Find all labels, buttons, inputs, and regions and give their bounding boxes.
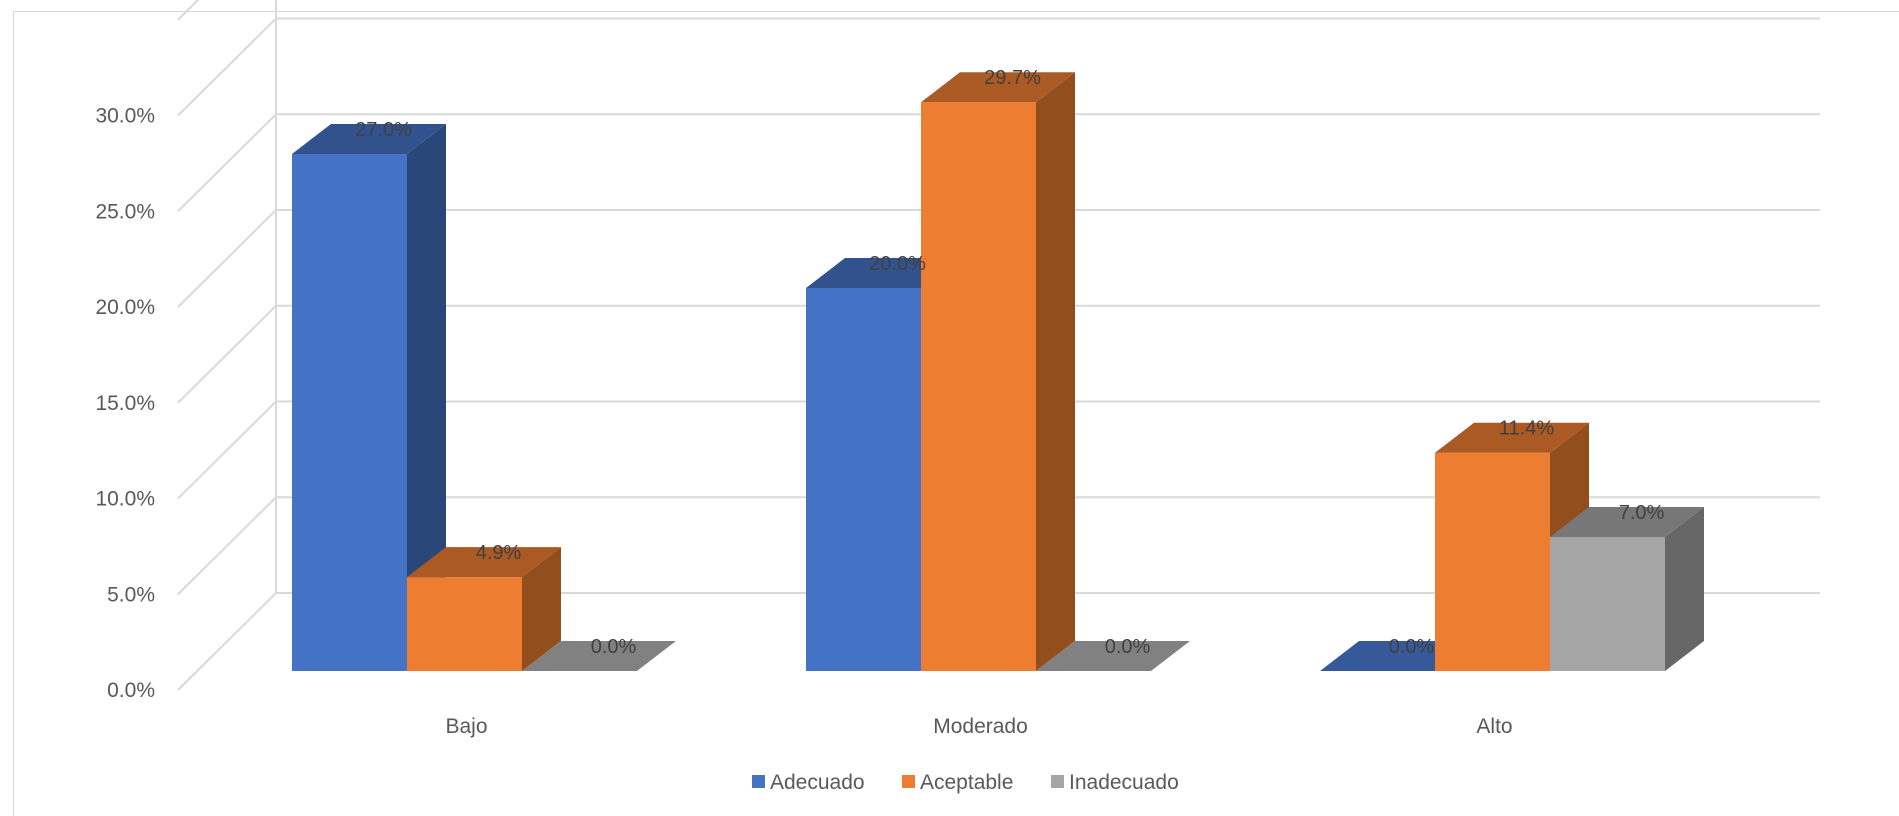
y-tick-label: 15.0%: [95, 392, 155, 415]
y-tick-label: 0.0%: [107, 679, 155, 702]
bar-top: [921, 72, 1075, 103]
bar-front: [806, 288, 921, 671]
data-label: 0.0%: [591, 636, 637, 658]
legend-swatch: [752, 775, 765, 788]
bar-inadecuado-moderado: [1036, 641, 1190, 671]
bar-front: [292, 153, 407, 671]
data-labels: 27.0% 4.9% 0.0% 20.0% 29.7% 0.0% 0.0% 11.4% 7.0%: [355, 67, 1664, 658]
bar-side: [407, 123, 446, 671]
gridline-diagonal: [177, 209, 277, 308]
legend-item-aceptable: Aceptable: [902, 771, 1013, 794]
data-label: 4.9%: [476, 542, 522, 564]
y-tick-label: 10.0%: [95, 488, 155, 511]
bar-aceptable-moderado: [921, 72, 1075, 672]
legend-swatch: [902, 775, 915, 788]
x-tick-label: Bajo: [445, 715, 487, 738]
data-label: 0.0%: [1105, 636, 1151, 658]
legend-label: Adecuado: [770, 771, 865, 794]
data-label: 0.0%: [1389, 636, 1435, 658]
legend: Adecuado Aceptable Inadecuado: [752, 771, 1179, 794]
bar-front: [407, 577, 522, 671]
y-tick-label: 5.0%: [107, 583, 155, 606]
legend-item-inadecuado: Inadecuado: [1051, 771, 1179, 794]
bar-top: [292, 123, 446, 154]
x-tick-label: Moderado: [933, 715, 1028, 738]
gridline-diagonal: [177, 592, 277, 691]
legend-item-adecuado: Adecuado: [752, 771, 865, 794]
bar-front: [921, 102, 1036, 672]
data-label: 11.4%: [1499, 418, 1554, 440]
y-tick-label: 30.0%: [95, 105, 155, 128]
data-label: 20.0%: [869, 253, 926, 275]
legend-label: Aceptable: [920, 771, 1013, 794]
bar-top: [522, 641, 676, 671]
gridline-diagonal: [177, 305, 277, 404]
bar-top: [1036, 641, 1190, 671]
data-label: 29.7%: [984, 67, 1041, 89]
bar-top: [1435, 422, 1589, 453]
gridline-diagonal: [177, 496, 277, 595]
legend-label: Inadecuado: [1069, 771, 1179, 794]
bar-side: [1665, 506, 1704, 671]
y-tick-label: 25.0%: [95, 200, 155, 223]
gridline-diagonal: [177, 400, 277, 500]
bar-inadecuado-bajo: [522, 641, 676, 671]
bar-side: [1036, 72, 1075, 672]
bar-side: [522, 547, 561, 671]
data-label: 27.0%: [355, 119, 412, 141]
bar-top: [407, 547, 561, 578]
bar-adecuado-bajo: [292, 123, 446, 671]
gridline-diagonal: [177, 17, 277, 117]
y-tick-label: 20.0%: [95, 296, 155, 319]
bar-aceptable-bajo: [407, 547, 561, 671]
y-axis: 0.0% 5.0% 10.0% 15.0% 20.0% 25.0% 30.0%: [95, 105, 155, 703]
bar-top: [1550, 506, 1704, 537]
bar-inadecuado-alto: [1550, 506, 1704, 671]
x-axis: Bajo Moderado Alto: [445, 715, 1512, 738]
bar-front: [1435, 452, 1550, 671]
x-tick-label: Alto: [1476, 715, 1512, 738]
data-label: 7.0%: [1619, 502, 1665, 524]
legend-swatch: [1051, 775, 1064, 788]
gridline-diagonal: [177, 113, 277, 212]
gridline-diagonal: [177, 0, 200, 21]
bar-front: [1550, 536, 1665, 671]
chart-frame: [13, 11, 1899, 816]
bars: [292, 72, 1704, 672]
